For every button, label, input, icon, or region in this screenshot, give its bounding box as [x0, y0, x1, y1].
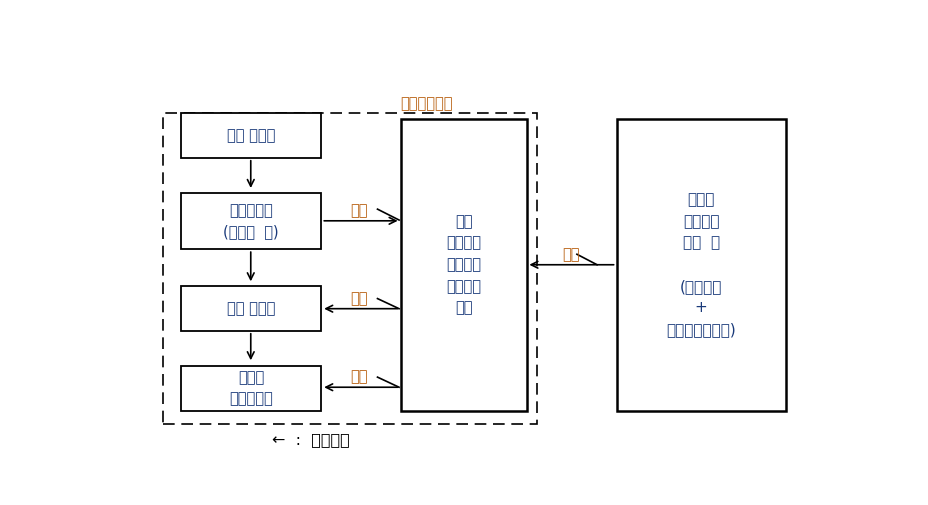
Text: 일본내
전지제조
회사  등

(제조회사
+
전지수입사업자): 일본내 전지제조 회사 등 (제조회사 + 전지수입사업자) [665, 192, 735, 337]
FancyBboxPatch shape [181, 286, 321, 331]
Text: 비용: 비용 [561, 247, 579, 263]
FancyBboxPatch shape [400, 119, 526, 411]
FancyBboxPatch shape [181, 193, 321, 249]
Text: 일반
사단법인
납축전지
재자원화
협회: 일반 사단법인 납축전지 재자원화 협회 [445, 214, 481, 316]
Text: 위탁: 위탁 [350, 291, 367, 306]
Text: 배터리
해체사업자: 배터리 해체사업자 [229, 370, 273, 407]
Text: 광역인증범위: 광역인증범위 [400, 96, 453, 112]
FancyBboxPatch shape [181, 366, 321, 411]
Text: ←  :  폐배터리: ← : 폐배터리 [271, 432, 349, 447]
Text: 위탁: 위탁 [350, 203, 367, 218]
Text: 배출사업자
(대리점  등): 배출사업자 (대리점 등) [223, 203, 278, 239]
Text: 위탁: 위탁 [350, 370, 367, 385]
FancyBboxPatch shape [181, 113, 321, 158]
Text: 회수 사업자: 회수 사업자 [226, 301, 275, 316]
Text: 일반 사용자: 일반 사용자 [226, 128, 275, 143]
FancyBboxPatch shape [616, 119, 785, 411]
